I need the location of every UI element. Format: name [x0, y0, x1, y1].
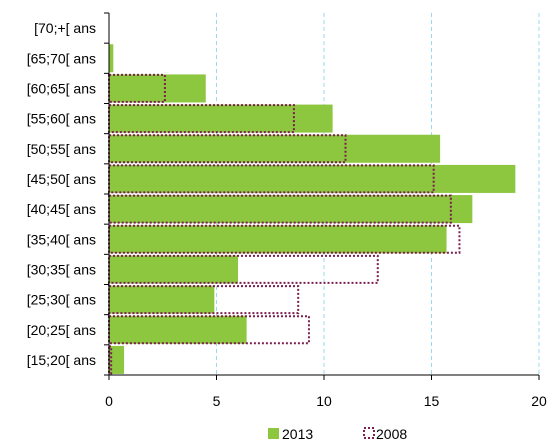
legend-label-2008: 2008	[376, 426, 407, 441]
bar-2013-35-40-ans	[109, 225, 447, 254]
x-tick-label-15: 15	[424, 393, 440, 409]
legend-swatch-2008	[363, 427, 375, 439]
bar-2013-50-55-ans	[109, 134, 441, 163]
bar-2013-30-35-ans	[109, 255, 238, 284]
category-label-45-50-ans: [45;50[ ans	[27, 171, 96, 187]
category-label-50-55-ans: [50;55[ ans	[27, 141, 96, 157]
bar-2013-55-60-ans	[109, 104, 333, 133]
category-label-30-35-ans: [30;35[ ans	[27, 261, 96, 277]
x-tick-label-5: 5	[213, 393, 221, 409]
category-label-55-60-ans: [55;60[ ans	[27, 111, 96, 127]
category-label-60-65-ans: [60;65[ ans	[27, 80, 96, 96]
bar-2013-40-45-ans	[109, 195, 473, 224]
bar-2013-20-25-ans	[109, 315, 247, 344]
category-label-15-20-ans: [15;20[ ans	[27, 352, 96, 368]
bar-2013-25-30-ans	[109, 285, 215, 314]
bar-2013-65-70-ans	[109, 44, 114, 73]
category-label-65-70-ans: [65;70[ ans	[27, 50, 96, 66]
x-tick-label-0: 0	[105, 393, 113, 409]
outline-2008-55-60-ans	[108, 104, 295, 134]
category-label-35-40-ans: [35;40[ ans	[27, 231, 96, 247]
category-label-20-25-ans: [20;25[ ans	[27, 322, 96, 338]
bar-2013-15-20-ans	[109, 345, 125, 374]
legend-swatch-2013	[268, 428, 279, 439]
legend-label-2013: 2013	[282, 426, 313, 441]
category-label-25-30-ans: [25;30[ ans	[27, 292, 96, 308]
x-tick-label-20: 20	[531, 393, 547, 409]
bar-2013-60-65-ans	[109, 74, 206, 103]
category-label-70-plus-ans: [70;+[ ans	[34, 20, 96, 36]
bar-2013-45-50-ans	[109, 164, 516, 193]
category-label-40-45-ans: [40;45[ ans	[27, 201, 96, 217]
x-tick-label-10: 10	[316, 393, 332, 409]
